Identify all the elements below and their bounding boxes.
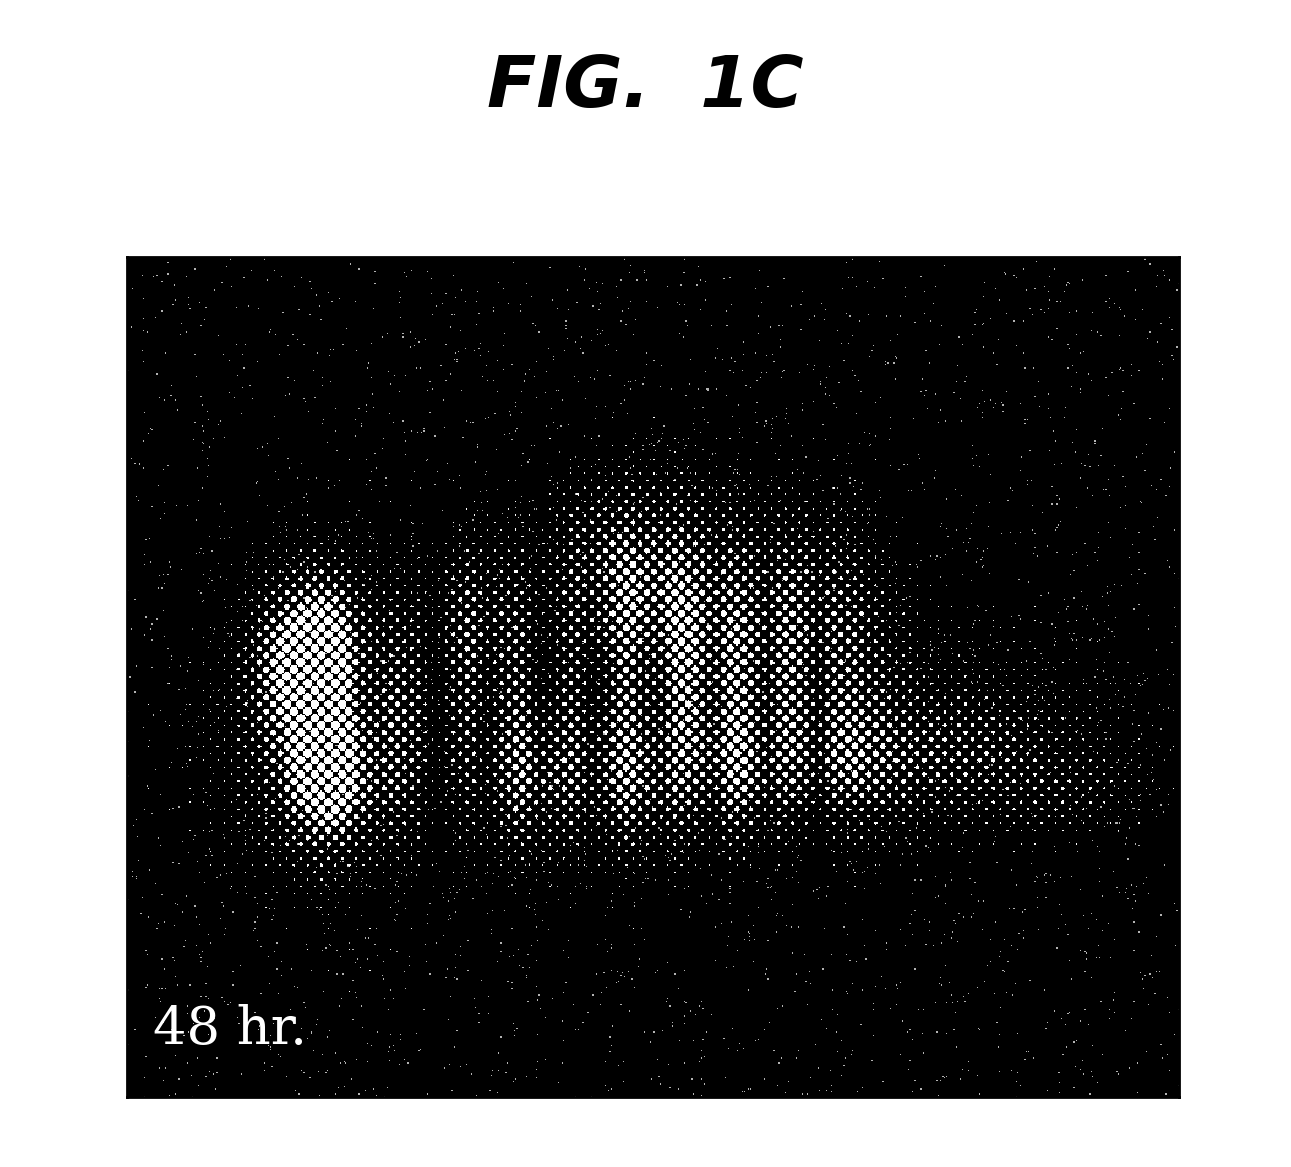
Text: 48 hr.: 48 hr. <box>152 1004 307 1055</box>
Text: FIG.  1C: FIG. 1C <box>487 53 804 123</box>
